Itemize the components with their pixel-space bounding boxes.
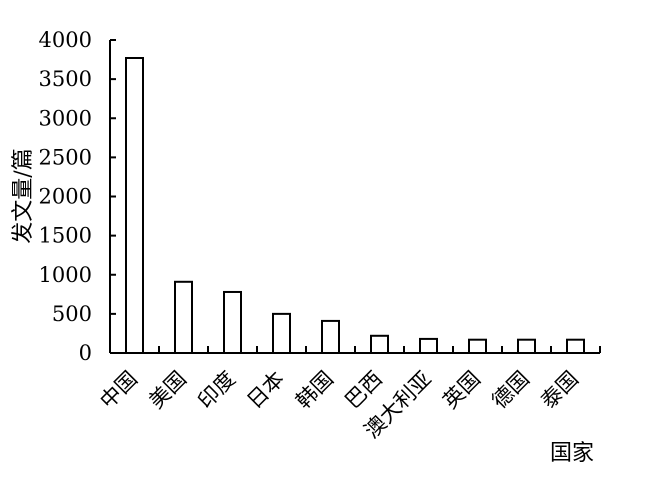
bars-group bbox=[125, 56, 585, 355]
bar bbox=[223, 290, 242, 354]
bar bbox=[468, 338, 487, 355]
bar bbox=[125, 56, 144, 355]
bar bbox=[272, 312, 291, 354]
x-tick-label: 美国 bbox=[144, 367, 191, 414]
y-tick-label: 1000 bbox=[39, 263, 92, 287]
bar bbox=[517, 338, 536, 355]
x-tick-label: 德国 bbox=[487, 367, 534, 414]
x-tick-label: 中国 bbox=[95, 367, 142, 414]
x-axis-label: 国家 bbox=[550, 441, 594, 466]
y-tick-labels: 0 500 1000 1500 2000 2500 3000 3500 4000 bbox=[39, 28, 92, 365]
y-tick-label: 500 bbox=[52, 302, 92, 326]
x-tick-label: 英国 bbox=[438, 367, 485, 414]
x-tick-label: 韩国 bbox=[291, 367, 338, 414]
y-tick-label: 4000 bbox=[39, 28, 92, 52]
bar bbox=[370, 334, 389, 355]
bar bbox=[321, 319, 340, 355]
x-tick-label: 日本 bbox=[242, 367, 289, 414]
y-tick-label: 2500 bbox=[39, 145, 92, 169]
y-tick-label: 1500 bbox=[39, 224, 92, 248]
y-tick-label: 0 bbox=[79, 341, 92, 365]
y-axis-label: 发文量/篇 bbox=[11, 148, 36, 243]
x-tick-label: 泰国 bbox=[536, 367, 583, 414]
bar bbox=[419, 337, 438, 355]
y-tick-label: 2000 bbox=[39, 185, 92, 209]
x-tick-label: 印度 bbox=[193, 367, 240, 414]
bar bbox=[566, 338, 585, 355]
bar bbox=[174, 280, 193, 355]
y-tick-label: 3000 bbox=[39, 106, 92, 130]
y-tick-label: 3500 bbox=[39, 67, 92, 91]
axes-group bbox=[109, 39, 601, 354]
